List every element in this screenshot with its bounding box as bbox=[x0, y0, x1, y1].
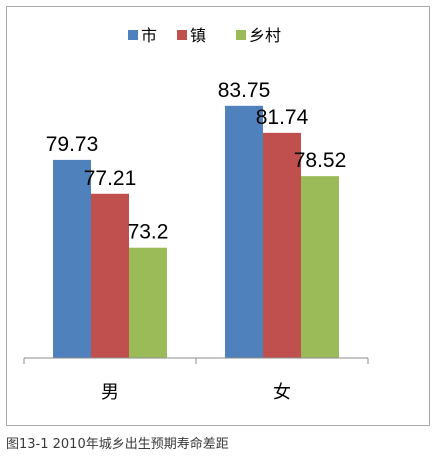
legend-label-镇: 镇 bbox=[190, 26, 206, 45]
x-axis: 男女 bbox=[23, 357, 369, 403]
data-label-乡村-男: 73.2 bbox=[128, 221, 169, 244]
bars bbox=[53, 105, 339, 358]
legend-swatch-镇 bbox=[177, 30, 187, 40]
figure-caption: 图13-1 2010年城乡出生预期寿命差距 bbox=[6, 437, 229, 452]
legend: 市 镇 乡村 bbox=[128, 26, 281, 45]
data-labels: 79.73 77.21 73.2 83.75 81.74 78.52 bbox=[46, 79, 347, 244]
bar-镇-男 bbox=[91, 193, 129, 358]
legend-swatch-乡村 bbox=[236, 30, 246, 40]
data-label-市-男: 79.73 bbox=[46, 133, 99, 156]
legend-label-乡村: 乡村 bbox=[249, 26, 281, 45]
data-label-市-女: 83.75 bbox=[218, 79, 271, 102]
bar-镇-女 bbox=[263, 132, 301, 358]
bar-乡村-男 bbox=[129, 247, 167, 358]
data-label-镇-男: 77.21 bbox=[84, 167, 137, 190]
data-label-镇-女: 81.74 bbox=[256, 106, 309, 129]
legend-swatch-市 bbox=[128, 30, 138, 40]
bar-chart: 市镇乡村 79.7377.2173.283.7581.7478.52 男女 bbox=[23, 26, 369, 403]
chart-frame: 市镇乡村 79.73 77.21 73.2 83.75 81.74 78.52 男女 bbox=[6, 6, 430, 426]
bar-市-女 bbox=[225, 105, 263, 358]
x-tick-label: 男 bbox=[101, 382, 119, 403]
legend-label-市: 市 bbox=[141, 26, 157, 45]
x-tick-label: 女 bbox=[273, 382, 291, 403]
data-label-乡村-女: 78.52 bbox=[294, 149, 347, 172]
bar-乡村-女 bbox=[301, 176, 339, 358]
bar-市-男 bbox=[53, 159, 91, 358]
